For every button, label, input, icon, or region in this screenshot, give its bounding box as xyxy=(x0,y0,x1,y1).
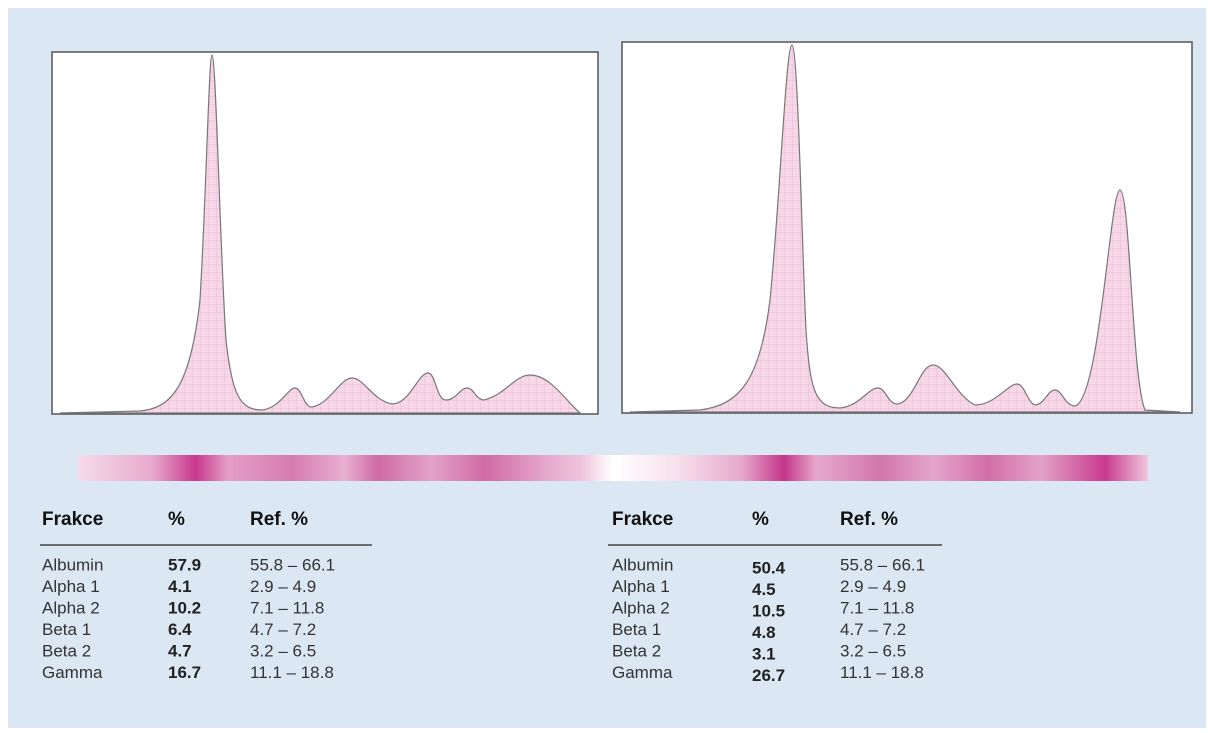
percent-value: 10.5 xyxy=(752,601,785,620)
reference-range: 7.1 – 11.8 xyxy=(250,598,324,617)
fraction-name: Gamma xyxy=(612,663,673,682)
reference-range: 4.7 – 7.2 xyxy=(840,620,906,639)
fraction-name: Beta 2 xyxy=(42,641,91,660)
fraction-name: Albumin xyxy=(42,555,103,574)
reference-range: 11.1 – 18.8 xyxy=(250,663,334,682)
reference-range: 4.7 – 7.2 xyxy=(250,620,316,639)
percent-value: 10.2 xyxy=(168,598,201,617)
percent-value: 4.8 xyxy=(752,623,776,642)
percent-value: 4.5 xyxy=(752,580,776,599)
reference-range: 2.9 – 4.9 xyxy=(840,577,906,596)
fraction-name: Beta 1 xyxy=(42,620,91,639)
reference-range: 2.9 – 4.9 xyxy=(250,577,316,596)
percent-value: 4.1 xyxy=(168,577,192,596)
figure: Frakce% Ref. % Albumin 57.9 55.8 – 66.1 Alpha… xyxy=(0,0,1208,728)
table-header: % xyxy=(168,509,185,530)
percent-value: 16.7 xyxy=(168,663,201,682)
electrophoresis-strip xyxy=(78,455,1148,481)
table-header: Ref. % xyxy=(840,509,898,530)
percent-value: 3.1 xyxy=(752,644,776,663)
reference-range: 55.8 – 66.1 xyxy=(840,555,925,574)
percent-value: 50.4 xyxy=(752,558,786,577)
fraction-name: Alpha 1 xyxy=(42,577,100,596)
reference-range: 3.2 – 6.5 xyxy=(250,641,316,660)
table-header: Frakce xyxy=(612,509,673,530)
table-header: Ref. % xyxy=(250,509,308,530)
fraction-name: Gamma xyxy=(42,663,103,682)
fraction-name: Beta 2 xyxy=(612,641,661,660)
chart-frame xyxy=(52,52,598,414)
fraction-name: Alpha 1 xyxy=(612,577,670,596)
reference-range: 11.1 – 18.8 xyxy=(840,663,924,682)
reference-range: 3.2 – 6.5 xyxy=(840,641,906,660)
percent-value: 26.7 xyxy=(752,666,785,685)
fraction-name: Alpha 2 xyxy=(612,598,670,617)
table-header: Frakce xyxy=(42,509,103,530)
table-header: % xyxy=(752,509,769,530)
fraction-name: Albumin xyxy=(612,555,673,574)
reference-range: 55.8 – 66.1 xyxy=(250,555,335,574)
percent-value: 6.4 xyxy=(168,620,192,639)
percent-value: 57.9 xyxy=(168,555,201,574)
percent-value: 4.7 xyxy=(168,641,192,660)
reference-range: 7.1 – 11.8 xyxy=(840,598,914,617)
fraction-name: Alpha 2 xyxy=(42,598,100,617)
fraction-name: Beta 1 xyxy=(612,620,661,639)
